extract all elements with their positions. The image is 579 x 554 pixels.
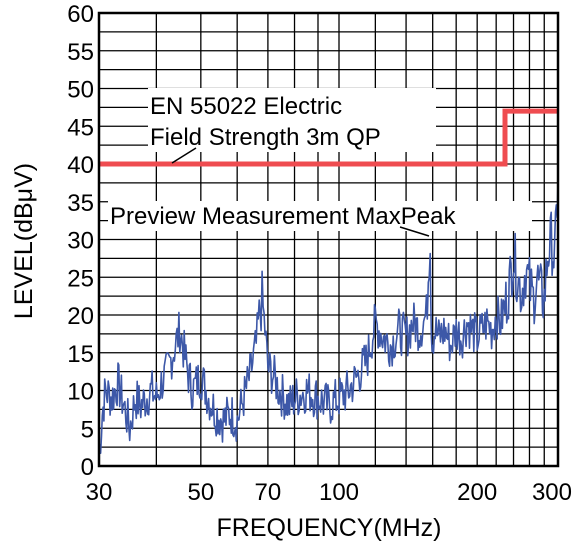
x-tick-labels: 30 50 70 100 200 300 (86, 479, 572, 506)
limit-label-line2: Field Strength 3m QP (150, 124, 381, 151)
y-tick-label: 15 (67, 341, 94, 368)
y-tick-label: 20 (67, 303, 94, 330)
x-tick-label: 30 (86, 479, 113, 506)
y-tick-label: 45 (67, 114, 94, 141)
series-limit-en55022 (99, 108, 558, 167)
plot-frame (97, 11, 560, 468)
y-tick-label: 35 (67, 190, 94, 217)
x-tick-label: 200 (457, 479, 497, 506)
x-tick-label: 100 (319, 479, 359, 506)
measurement-label-background (108, 201, 532, 231)
x-axis-label: FREQUENCY(MHz) (217, 514, 442, 542)
y-tick-label: 0 (81, 454, 94, 481)
y-tick-label: 30 (67, 228, 94, 255)
y-tick-labels: 0 5 10 15 20 25 30 35 40 45 50 55 60 (67, 1, 94, 481)
limit-annotation: EN 55022 Electric Field Strength 3m QP (148, 88, 436, 164)
y-tick-label: 25 (67, 265, 94, 292)
y-axis-label: LEVEL(dBμV) (10, 163, 38, 319)
y-tick-label: 5 (81, 416, 94, 443)
y-tick-label: 50 (67, 77, 94, 104)
x-tick-label: 300 (532, 479, 572, 506)
limit-label-leader (171, 147, 197, 164)
y-tick-label: 10 (67, 379, 94, 406)
y-tick-label: 40 (67, 152, 94, 179)
grid (98, 12, 559, 467)
measurement-label-leader (399, 226, 430, 237)
x-tick-label: 70 (255, 479, 282, 506)
measurement-label: Preview Measurement MaxPeak (110, 203, 456, 230)
series-layer (98, 108, 559, 459)
limit-label-line1: EN 55022 Electric (150, 93, 342, 120)
measurement-annotation: Preview Measurement MaxPeak (108, 201, 532, 237)
x-tick-label: 50 (187, 479, 214, 506)
limit-label-background (148, 88, 436, 152)
y-tick-label: 60 (67, 1, 94, 28)
series-measurement-maxpeak (98, 179, 559, 459)
y-tick-label: 55 (67, 39, 94, 66)
